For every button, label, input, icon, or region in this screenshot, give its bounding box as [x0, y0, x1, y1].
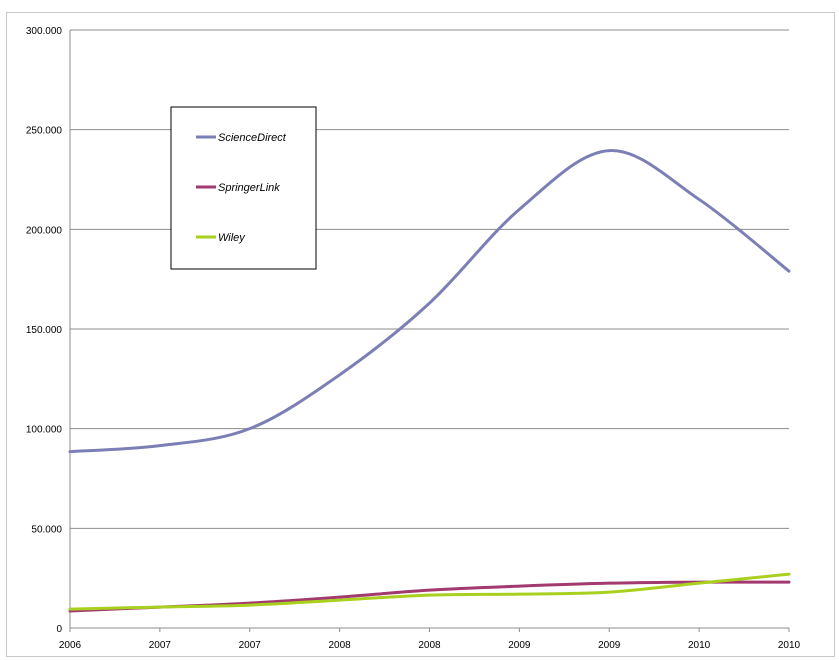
- legend: ScienceDirect SpringerLink Wiley: [170, 106, 317, 270]
- series-line-wiley: [68, 572, 791, 611]
- y-tick-label: 50.000: [31, 524, 62, 535]
- y-tick-label: 100.000: [26, 425, 63, 436]
- y-axis-tick-labels: 0 50.000 100.000 150.000 200.000 250.000 300.0…: [26, 26, 63, 635]
- x-tick-label: 2007: [239, 640, 262, 651]
- x-axis-tick-labels: 2006 2007 2007 2008 2008 2009 2009 2010 2010: [59, 628, 801, 651]
- legend-label: ScienceDirect: [218, 132, 287, 144]
- y-tick-label: 200.000: [26, 225, 63, 236]
- x-tick-label: 2010: [688, 640, 711, 651]
- y-tick-label: 0: [56, 624, 62, 635]
- x-tick-label: 2009: [508, 640, 531, 651]
- legend-box: [170, 106, 317, 270]
- series-line-sciencedirect: [68, 149, 791, 454]
- series-lines: [68, 149, 791, 613]
- y-tick-label: 300.000: [26, 26, 63, 37]
- x-tick-label: 2010: [778, 640, 801, 651]
- chart-frame: [6, 12, 835, 657]
- x-tick-label: 2007: [149, 640, 172, 651]
- x-tick-label: 2009: [598, 640, 621, 651]
- legend-label: Wiley: [218, 232, 246, 244]
- x-tick-label: 2008: [418, 640, 441, 651]
- y-tick-label: 150.000: [26, 325, 63, 336]
- x-tick-label: 2006: [59, 640, 82, 651]
- legend-label: SpringerLink: [218, 182, 280, 194]
- x-tick-label: 2008: [329, 640, 352, 651]
- y-tick-label: 250.000: [26, 126, 63, 137]
